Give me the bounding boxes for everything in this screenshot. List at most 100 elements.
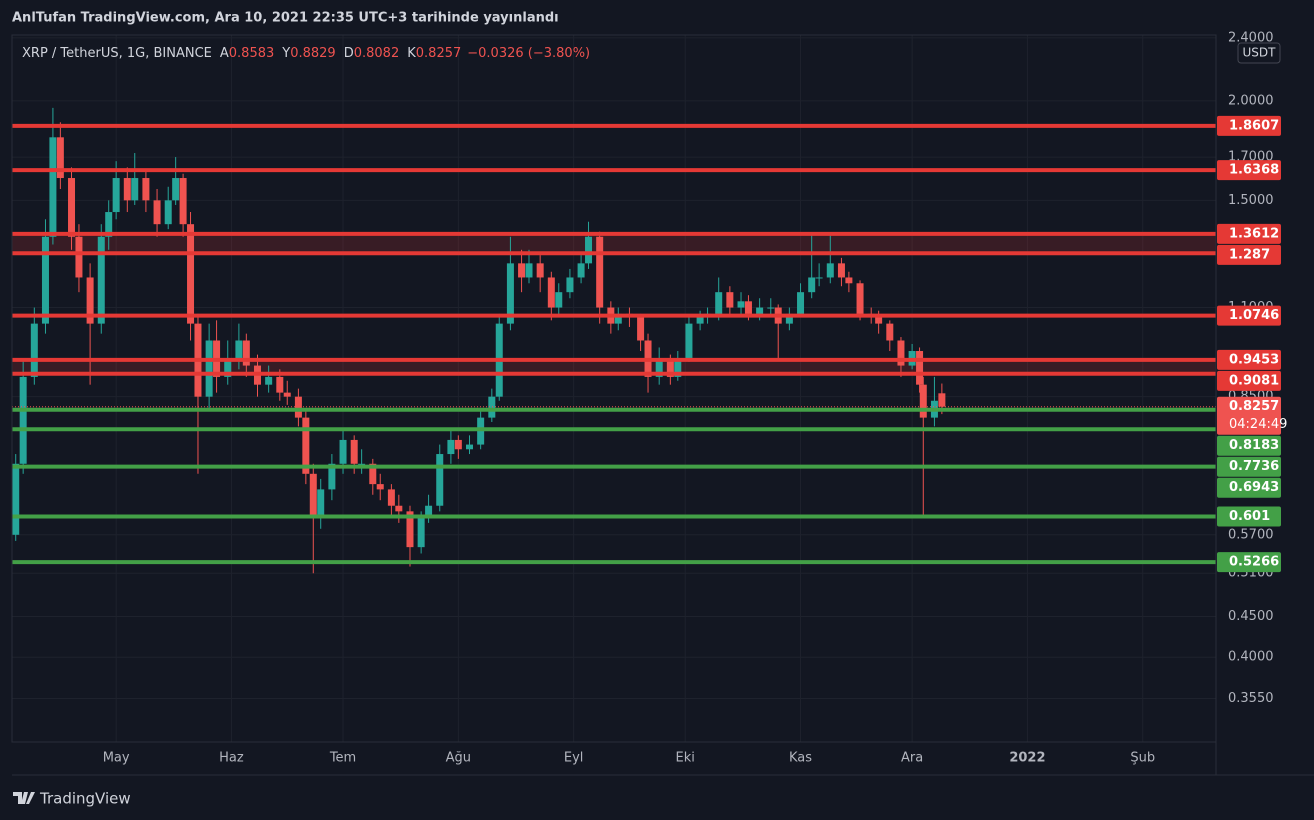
candle-body <box>417 517 425 548</box>
candle-body <box>56 137 64 179</box>
candle-body <box>302 417 310 474</box>
price-label: 1.3612 <box>1229 226 1279 241</box>
candle-body <box>97 236 105 324</box>
time-axis: May Haz Tem Ağu Eyl Eki Kas Ara 2022 Şub <box>103 751 1155 766</box>
candle-body <box>369 463 377 485</box>
candle-body <box>164 200 172 225</box>
level-labels: 1.8607 1.6368 1.3612 1.287 1.0746 0.9453 0.908… <box>1217 115 1287 573</box>
currency: USDT <box>1243 46 1277 60</box>
ohlc-label: K <box>407 46 416 61</box>
candle-body <box>737 301 745 308</box>
candle-body <box>123 178 131 201</box>
candle-body <box>105 212 113 237</box>
candle-body <box>406 511 414 548</box>
candle-body <box>283 392 291 397</box>
candle-body <box>294 396 302 418</box>
level-zone <box>12 359 1216 374</box>
ohlc-value: 0.8583 <box>229 46 275 61</box>
price-label: 0.9453 <box>1229 352 1279 367</box>
chart-title: AnlTufan TradingView.com, Ara 10, 2021 2… <box>12 11 559 26</box>
candle-body <box>465 444 473 450</box>
ohlc-label: D <box>344 46 354 61</box>
candle-body <box>875 317 883 324</box>
price-label-box <box>1217 552 1281 573</box>
candle-body <box>767 307 775 309</box>
candle-body <box>187 224 195 324</box>
candle-body <box>916 351 924 385</box>
candle-body <box>506 263 514 324</box>
candle-body <box>75 236 83 278</box>
candle-body <box>49 137 57 237</box>
y-tick-label: 2.0000 <box>1228 93 1274 108</box>
candle-body <box>276 376 284 393</box>
candle-body <box>845 277 853 284</box>
y-tick-label: 0.5700 <box>1228 527 1274 542</box>
candle-body <box>68 178 76 237</box>
countdown: 04:24:49 <box>1229 417 1287 432</box>
ohlc-label: Y <box>281 46 290 61</box>
y-tick-label: 0.4500 <box>1228 609 1274 624</box>
price-label-box <box>1217 349 1281 370</box>
price-label-box <box>1217 305 1281 326</box>
candle-body <box>425 505 433 518</box>
candle-body <box>696 317 704 324</box>
candle-body <box>666 358 674 377</box>
candle-body <box>536 263 544 278</box>
symbol-legend: XRP / TetherUS, 1G, BINANCE A0.8583 Y0.882… <box>22 46 590 61</box>
price-label: 1.8607 <box>1229 118 1279 133</box>
candle-body <box>715 292 723 314</box>
candle-body <box>826 263 834 278</box>
candle-body <box>596 236 604 308</box>
candle-body <box>886 323 894 341</box>
candle-body <box>328 463 336 490</box>
price-label: 0.6943 <box>1229 480 1279 495</box>
ohlc-value: 0.8829 <box>290 46 336 61</box>
candle-body <box>12 463 20 535</box>
candle-body <box>585 236 593 264</box>
candle-body <box>577 263 585 278</box>
x-tick-label: Ara <box>901 751 923 766</box>
candle-body <box>112 178 120 213</box>
candle-body <box>655 358 663 377</box>
candle-body <box>387 489 395 506</box>
price-label-box <box>1217 435 1281 456</box>
candle-body <box>172 178 180 201</box>
candle-body <box>376 484 384 490</box>
price-label-box <box>1217 223 1281 244</box>
price-label-box <box>1217 115 1281 136</box>
candle-body <box>41 236 49 324</box>
candle-body <box>938 393 946 407</box>
candles <box>12 107 946 574</box>
x-tick-label: Haz <box>219 751 244 766</box>
candle-body <box>808 277 816 293</box>
logo-icon <box>13 792 35 804</box>
candle-body <box>358 463 366 465</box>
x-tick-label: Tem <box>329 751 356 766</box>
candle-body <box>637 317 645 341</box>
candle-body <box>797 292 805 314</box>
candle-body <box>265 376 273 385</box>
price-label: 0.9081 <box>1229 373 1279 388</box>
candle-body <box>19 376 27 464</box>
candle-body <box>131 178 139 201</box>
price-label: 0.5266 <box>1229 555 1279 570</box>
candle-body <box>555 292 563 308</box>
grid <box>12 35 1216 742</box>
candle-body <box>350 439 358 464</box>
candle-body <box>837 263 845 278</box>
candle-body <box>919 384 927 418</box>
candle-body <box>785 313 793 324</box>
candle-body <box>525 263 533 278</box>
candle-body <box>856 283 864 314</box>
y-tick-label: 0.4000 <box>1228 650 1274 665</box>
candle-body <box>309 473 317 518</box>
candle-body <box>30 323 38 377</box>
y-tick-label: 2.4000 <box>1228 30 1274 45</box>
price-label: 0.8183 <box>1229 438 1279 453</box>
candle-body <box>897 340 905 366</box>
x-tick-label: Kas <box>789 751 812 766</box>
x-tick-label: Ağu <box>446 751 471 766</box>
price-axis: 2.40002.00001.70001.50001.10000.85000.57… <box>1228 30 1274 706</box>
price-label: 0.7736 <box>1229 459 1279 474</box>
price-label-box <box>1217 477 1281 498</box>
